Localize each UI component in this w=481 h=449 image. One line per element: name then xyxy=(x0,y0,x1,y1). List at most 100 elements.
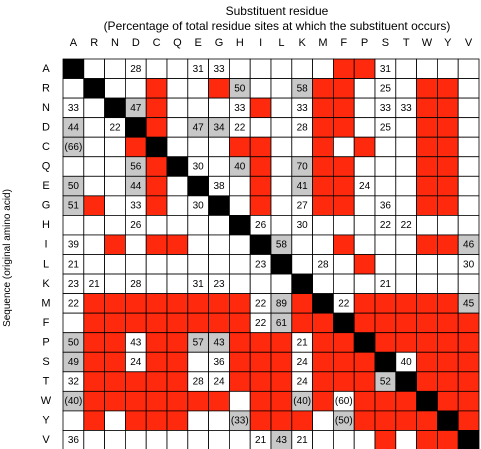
cell-label-S-K: 24 xyxy=(297,357,309,368)
column-tick-M: M xyxy=(318,37,327,49)
cell-Y-A xyxy=(62,410,85,431)
row-tick-A: A xyxy=(42,63,50,75)
cell-Y-V xyxy=(457,410,480,431)
cell-T-C xyxy=(145,371,168,392)
cell-label-N-T: 33 xyxy=(401,103,413,114)
row-tick-T: T xyxy=(43,376,50,388)
cell-A-N xyxy=(104,58,126,79)
cell-Y-T xyxy=(395,410,417,431)
cell-F-R xyxy=(83,312,106,334)
cell-F-E xyxy=(187,312,210,334)
chart-title: Substituent residue xyxy=(226,4,329,18)
cell-label-H-D: 26 xyxy=(130,220,142,231)
cell-label-P-G: 43 xyxy=(213,337,225,348)
cell-M-Q xyxy=(166,293,189,314)
cell-label-E-G: 38 xyxy=(213,181,225,192)
cell-T-L xyxy=(270,371,293,392)
cell-H-E xyxy=(187,214,210,236)
cell-N-I xyxy=(249,97,272,119)
cell-Y-E xyxy=(187,410,210,431)
cell-Q-N xyxy=(104,156,126,177)
cell-F-D xyxy=(125,312,147,334)
cell-W-S xyxy=(374,390,397,412)
cell-E-M xyxy=(312,175,334,197)
cell-I-E xyxy=(187,234,210,255)
column-tick-N: N xyxy=(111,37,119,49)
cell-L-C xyxy=(145,254,168,275)
cell-L-D xyxy=(125,254,147,275)
cell-label-L-I: 23 xyxy=(255,259,267,270)
cell-K-H xyxy=(228,273,251,294)
cell-N-W xyxy=(416,97,438,119)
cell-W-V xyxy=(457,390,480,412)
heatmap-cell-labels: 28 31 33 31 50 58 25 33 47 33 33 33 33 44 22 47 34 22 28 25… xyxy=(65,64,475,446)
cell-F-K xyxy=(291,312,313,334)
cell-M-K xyxy=(291,293,313,314)
cell-E-T xyxy=(395,175,417,197)
cell-H-H xyxy=(228,214,251,236)
cell-I-P xyxy=(353,234,376,255)
cell-label-P-E: 57 xyxy=(193,337,205,348)
cell-A-P xyxy=(353,58,376,79)
cell-label-C-A: (66) xyxy=(65,142,83,153)
cell-A-W xyxy=(416,58,438,79)
cell-label-H-T: 22 xyxy=(401,220,413,231)
cell-V-S xyxy=(374,430,397,449)
cell-Y-C xyxy=(145,410,168,431)
cell-G-P xyxy=(353,195,376,216)
cell-W-N xyxy=(104,390,126,412)
cell-D-P xyxy=(353,117,376,138)
cell-K-F xyxy=(332,273,355,294)
cell-E-S xyxy=(374,175,397,197)
cell-Y-N xyxy=(104,410,126,431)
cell-label-T-K: 24 xyxy=(297,377,309,388)
cell-D-Y xyxy=(436,117,459,138)
cell-N-N xyxy=(104,97,126,119)
row-tick-F: F xyxy=(43,317,50,329)
cell-Y-I xyxy=(249,410,272,431)
cell-W-R xyxy=(83,390,106,412)
cell-P-S xyxy=(374,332,397,353)
cell-F-N xyxy=(104,312,126,334)
cell-C-S xyxy=(374,136,397,158)
cell-M-S xyxy=(374,293,397,314)
cell-label-D-N: 22 xyxy=(109,122,121,133)
cell-Y-L xyxy=(270,410,293,431)
cell-H-C xyxy=(145,214,168,236)
cell-label-T-S: 52 xyxy=(380,377,392,388)
cell-label-Y-H: (33) xyxy=(231,416,249,427)
cell-L-L xyxy=(270,254,293,275)
cell-F-V xyxy=(457,312,480,334)
cell-P-M xyxy=(312,332,334,353)
cell-E-Q xyxy=(166,175,189,197)
chart-subtitle: (Percentage of total residue sites at wh… xyxy=(104,19,451,33)
cell-R-Y xyxy=(436,78,459,99)
cell-E-Y xyxy=(436,175,459,197)
cell-T-V xyxy=(457,371,480,392)
row-tick-N: N xyxy=(42,102,50,114)
cell-R-Q xyxy=(166,78,189,99)
cell-S-F xyxy=(332,351,355,373)
cell-L-W xyxy=(416,254,438,275)
cell-I-C xyxy=(145,234,168,255)
cell-E-F xyxy=(332,175,355,197)
cell-H-F xyxy=(332,214,355,236)
cell-Q-G xyxy=(208,156,230,177)
cell-label-E-D: 44 xyxy=(130,181,142,192)
cell-V-W xyxy=(416,430,438,449)
cell-P-H xyxy=(228,332,251,353)
cell-V-E xyxy=(187,430,210,449)
column-tick-T: T xyxy=(403,37,410,49)
row-tick-E: E xyxy=(42,180,49,192)
cell-L-E xyxy=(187,254,210,275)
cell-L-Q xyxy=(166,254,189,275)
cell-F-W xyxy=(416,312,438,334)
cell-D-F xyxy=(332,117,355,138)
cell-M-R xyxy=(83,293,106,314)
cell-C-N xyxy=(104,136,126,158)
cell-A-F xyxy=(332,58,355,79)
cell-H-R xyxy=(83,214,106,236)
row-tick-H: H xyxy=(42,219,50,231)
cell-A-K xyxy=(291,58,313,79)
cell-H-A xyxy=(62,214,85,236)
